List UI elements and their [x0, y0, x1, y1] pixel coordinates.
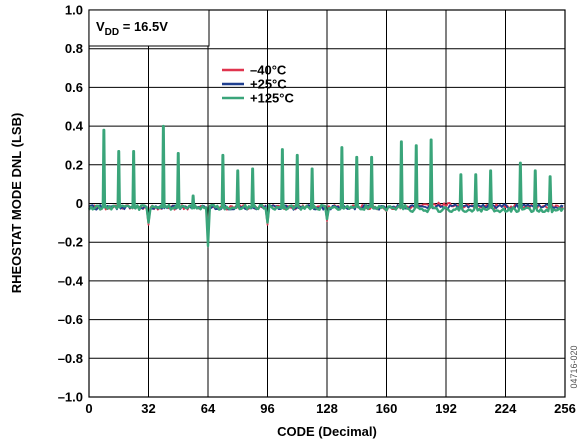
x-tick-label: 128	[316, 401, 338, 416]
x-tick-label: 64	[201, 401, 216, 416]
legend-label: –40°C	[250, 63, 287, 78]
y-tick-label: –0.6	[58, 312, 83, 327]
legend-label: +125°C	[250, 91, 294, 106]
y-tick-label: 1.0	[65, 3, 83, 18]
x-tick-label: 192	[435, 401, 457, 416]
legend: –40°C+25°C+125°C	[222, 63, 294, 106]
x-tick-labels: 0 32 64 96 128 160 192 224 256	[85, 401, 575, 416]
x-tick-label: 256	[554, 401, 576, 416]
y-tick-label: 0.2	[65, 157, 83, 172]
y-axis-label: RHEOSTAT MODE DNL (LSB)	[9, 113, 24, 294]
x-tick-label: 224	[495, 401, 517, 416]
plot-frame	[88, 9, 566, 398]
figure-id: 04716-020	[569, 345, 579, 388]
x-tick-label: 160	[376, 401, 398, 416]
y-tick-label: 0	[76, 196, 83, 211]
series-line-2	[88, 124, 565, 248]
y-tick-labels: 1.0 0.8 0.6 0.4 0.2 0 –0.2 –0.4 –0.6 –0.8 –1.0	[58, 3, 84, 405]
series-layer	[88, 124, 565, 248]
y-tick-label: –0.4	[58, 273, 84, 288]
y-tick-label: –1.0	[58, 390, 83, 405]
vdd-rest: = 16.5V	[119, 19, 168, 34]
y-tick-label: 0.6	[65, 80, 83, 95]
x-tick-label: 32	[141, 401, 155, 416]
vdd-main: V	[96, 19, 105, 34]
y-tick-label: 0.8	[65, 41, 83, 56]
vdd-sub: DD	[105, 27, 119, 38]
x-tick-label: 96	[260, 401, 274, 416]
vdd-annotation: VDD = 16.5V	[96, 19, 168, 38]
x-axis-label: CODE (Decimal)	[277, 424, 377, 439]
x-tick-label: 0	[85, 401, 92, 416]
grid	[89, 10, 565, 397]
legend-label: +25°C	[250, 77, 287, 92]
y-tick-label: –0.8	[58, 351, 83, 366]
annotation-box	[88, 9, 210, 47]
y-tick-label: –0.2	[58, 235, 83, 250]
y-tick-label: 0.4	[65, 119, 84, 134]
